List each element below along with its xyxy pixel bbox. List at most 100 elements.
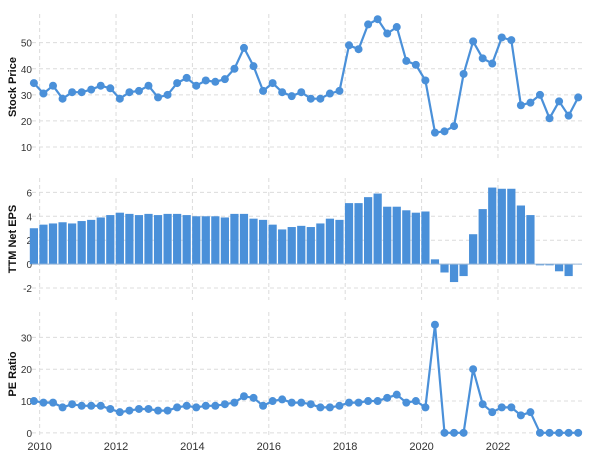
pe-ratio-point: [259, 401, 268, 410]
stock-price-point: [373, 15, 382, 24]
pe-ratio-point: [516, 411, 525, 420]
stock-price-point: [278, 88, 287, 97]
ttm-net-eps-bar: [325, 218, 335, 265]
pe-ratio-point: [325, 403, 334, 412]
stock-price-point: [555, 97, 564, 106]
pe-ratio-point: [87, 401, 96, 410]
ttm-net-eps-bar: [354, 203, 363, 265]
ttm-net-eps-bar: [77, 221, 86, 265]
pe-ratio-point: [383, 393, 392, 402]
pe-ratio-point: [230, 398, 239, 407]
pe-ratio-point: [574, 428, 583, 437]
pe-ratio-y-tick-label: 10: [21, 397, 33, 408]
pe-ratio-point: [106, 404, 115, 413]
pe-ratio-point: [440, 428, 449, 437]
ttm-net-eps-y-tick-label: -2: [23, 284, 32, 295]
pe-ratio-point: [488, 408, 497, 417]
ttm-net-eps-bar: [478, 209, 487, 265]
pe-ratio-point: [364, 397, 373, 406]
ttm-net-eps-bar: [402, 210, 411, 265]
pe-ratio-point: [268, 397, 277, 406]
ttm-net-eps-bar: [535, 264, 545, 266]
pe-ratio-point: [316, 403, 325, 412]
stock-price-point: [411, 60, 420, 69]
stock-price-point: [316, 94, 325, 103]
stock-price-point: [306, 94, 315, 103]
ttm-net-eps-bar: [545, 264, 554, 266]
ttm-net-eps-bar: [287, 227, 296, 265]
pe-ratio-point: [173, 403, 182, 412]
stock-price-point: [239, 43, 248, 52]
stock-price-point: [125, 88, 134, 97]
ttm-net-eps-bar: [516, 205, 525, 265]
stock-price-point: [392, 23, 401, 32]
pe-ratio-point: [411, 397, 420, 406]
stock-price-point: [287, 92, 296, 101]
stock-price-y-tick-label: 50: [21, 39, 33, 50]
stock-price-point: [335, 86, 344, 95]
stock-price-point: [478, 54, 487, 63]
stock-price-point: [345, 41, 354, 50]
pe-ratio-point: [287, 398, 296, 407]
stock-price-point: [211, 77, 220, 86]
ttm-net-eps-bar: [392, 206, 401, 265]
stock-price-series-line: [33, 18, 580, 134]
ttm-net-eps-bar: [211, 216, 220, 265]
stock-price-point: [39, 89, 48, 98]
ttm-net-eps-bar: [373, 193, 382, 265]
ttm-net-eps-bar: [411, 212, 420, 265]
stock-price-point: [574, 93, 583, 102]
pe-ratio-point: [58, 403, 67, 412]
pe-ratio-point: [115, 408, 124, 417]
stock-price-point: [96, 81, 105, 90]
stock-price-y-tick-label: 20: [21, 117, 33, 128]
x-axis: 2010 2012 2014 2016 2018 2020 2022: [27, 441, 510, 453]
ttm-net-eps-bar: [469, 234, 478, 265]
pe-ratio-y-tick-label: 20: [21, 365, 33, 376]
pe-ratio-point: [421, 403, 430, 412]
pe-ratio-point: [278, 395, 287, 404]
stock-price-y-tick-label: 30: [21, 91, 33, 102]
ttm-net-eps-bar: [364, 197, 373, 265]
stock-price-point: [249, 62, 258, 71]
stock-price-point: [402, 56, 411, 65]
ttm-net-eps-bar: [39, 224, 48, 265]
pe-ratio-point: [402, 398, 411, 407]
stock-price-point: [497, 33, 506, 42]
stock-price-point: [154, 93, 163, 102]
ttm-net-eps-bar: [258, 219, 268, 265]
ttm-net-eps-bar: [306, 227, 315, 265]
stock-price-point: [488, 59, 497, 68]
x-tick-label: 2016: [257, 441, 281, 453]
stock-price-point: [469, 37, 478, 46]
stock-price-y-axis-label: Stock Price: [7, 57, 19, 117]
ttm-net-eps-bar: [316, 223, 325, 265]
ttm-net-eps-bar: [106, 215, 115, 265]
ttm-net-eps-bar: [526, 215, 535, 265]
stock-price-point: [545, 114, 554, 123]
stock-price-point: [144, 81, 153, 90]
pe-ratio-point: [555, 428, 564, 437]
ttm-net-eps-bar: [488, 187, 497, 265]
stock-price-point: [354, 45, 363, 54]
stock-price-point: [201, 76, 210, 85]
pe-ratio-series-line: [33, 323, 579, 434]
stock-price-point: [192, 81, 201, 90]
pe-ratio-point: [192, 403, 201, 412]
ttm-net-eps-bar: [201, 216, 210, 265]
stock-price-point: [507, 36, 516, 45]
ttm-net-eps-bar: [115, 212, 124, 265]
ttm-net-eps-bar: [67, 223, 77, 265]
pe-ratio-point: [450, 428, 459, 437]
ttm-net-eps-bar: [192, 216, 201, 265]
stock-price-point: [516, 101, 525, 110]
pe-ratio-point: [144, 404, 153, 413]
pe-ratio-point: [459, 428, 468, 437]
pe-ratio-y-axis-label: PE Ratio: [7, 351, 19, 397]
pe-ratio-point: [211, 401, 220, 410]
ttm-net-eps-bar: [153, 215, 163, 265]
ttm-net-eps-bar: [249, 218, 258, 265]
ttm-net-eps-bar: [48, 223, 58, 265]
pe-ratio-point: [49, 398, 58, 407]
